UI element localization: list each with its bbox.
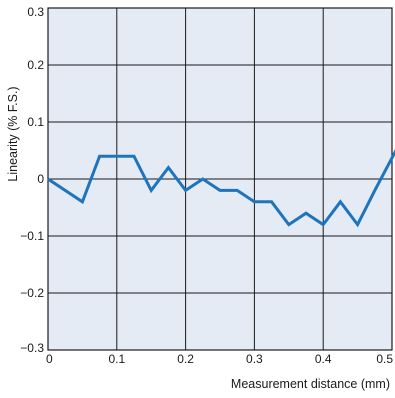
x-tick-label: 0.1 <box>108 352 125 366</box>
y-tick-label: −0.2 <box>20 286 44 300</box>
x-tick-label: 0 <box>46 352 53 366</box>
x-tick-label: 0.4 <box>315 352 332 366</box>
y-tick-label: 0.1 <box>27 115 44 129</box>
series-line <box>47 148 395 228</box>
grid-lines <box>47 7 393 351</box>
x-axis-label: Measurement distance (mm) <box>231 377 390 391</box>
x-tick-label: 0.5 <box>376 352 393 366</box>
series-group <box>47 148 395 228</box>
y-axis-label: Linearity (% F.S.) <box>6 86 20 181</box>
y-tick-label: −0.3 <box>20 341 44 355</box>
x-tick-label: 0.3 <box>246 352 263 366</box>
tick-labels: 0 0.1 0.2 0.3 0.4 0.5 0.3 0.2 0.1 0 −0.1 −0.2 −0.3 <box>20 5 393 366</box>
y-tick-label: 0.2 <box>27 58 44 72</box>
y-tick-label: 0 <box>37 172 44 186</box>
y-tick-label: −0.1 <box>20 229 44 243</box>
x-tick-label: 0.2 <box>177 352 194 366</box>
y-tick-label: 0.3 <box>27 5 44 19</box>
